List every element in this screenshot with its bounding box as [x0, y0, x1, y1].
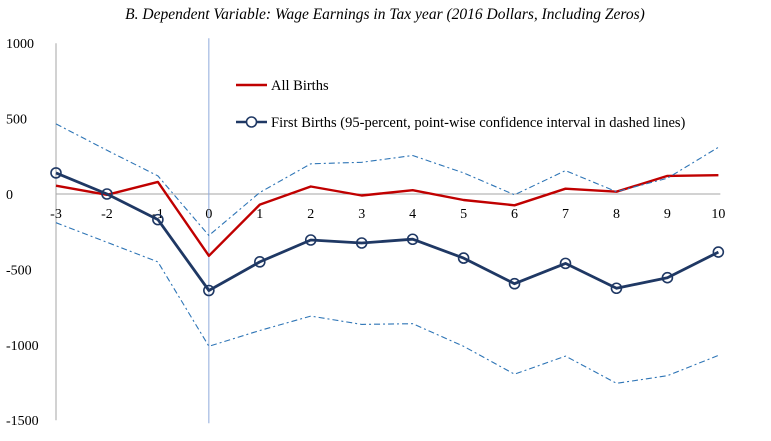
y-tick-label: -500	[6, 263, 32, 278]
first-births-marker	[559, 257, 572, 270]
x-tick-label: 8	[613, 207, 620, 222]
legend: All Births First Births (95-percent, poin…	[236, 78, 686, 131]
first-births-marker	[50, 167, 62, 179]
plot-area	[50, 123, 725, 384]
legend-label-0: All Births	[271, 78, 329, 94]
first-births-marker	[101, 188, 113, 200]
first-births-marker	[203, 284, 215, 297]
first-births-marker	[457, 252, 470, 264]
y-tick-label: 500	[6, 113, 27, 128]
legend-item-0: All Births	[236, 78, 329, 94]
series-2	[55, 123, 719, 237]
first-births-marker	[406, 233, 419, 246]
first-births-marker	[610, 282, 623, 295]
first-births-marker	[304, 234, 317, 246]
ci-upper-line	[55, 123, 719, 237]
y-tick-label: 0	[6, 188, 13, 203]
x-tick-label: 2	[307, 207, 314, 222]
x-tick-label: 0	[205, 207, 212, 222]
first-births-marker	[152, 213, 164, 226]
first-births-marker	[253, 256, 266, 268]
first-births-marker	[355, 237, 368, 249]
y-tick-label: 1000	[6, 37, 34, 52]
x-tick-label: 6	[511, 207, 518, 222]
chart-title: B. Dependent Variable: Wage Earnings in …	[125, 6, 645, 23]
first-births-marker	[661, 271, 674, 284]
first-births-line	[55, 171, 720, 292]
series-0	[55, 174, 719, 258]
x-tick-label: 4	[409, 207, 416, 222]
x-tick-label: -3	[50, 207, 62, 222]
series-3	[55, 222, 719, 384]
first-births-marker	[508, 277, 521, 290]
series-1	[50, 167, 725, 297]
x-tick-label: 3	[358, 207, 365, 222]
x-tick-label: 10	[711, 207, 725, 222]
x-tick-label: 7	[562, 207, 569, 222]
ci-lower-line	[55, 222, 719, 384]
legend-marker-1	[245, 116, 258, 128]
x-tick-label: 5	[460, 207, 467, 222]
y-tick-label: -1000	[6, 339, 39, 354]
first-births-marker	[712, 246, 725, 258]
y-tick-label: -1500	[6, 414, 39, 429]
x-tick-label: 9	[664, 207, 671, 222]
all-births-line	[55, 174, 719, 258]
legend-label-1: First Births (95-percent, point-wise con…	[271, 115, 686, 131]
legend-item-1: First Births (95-percent, point-wise con…	[236, 115, 686, 131]
x-tick-label: 1	[256, 207, 263, 222]
x-tick-label: -2	[101, 207, 113, 222]
